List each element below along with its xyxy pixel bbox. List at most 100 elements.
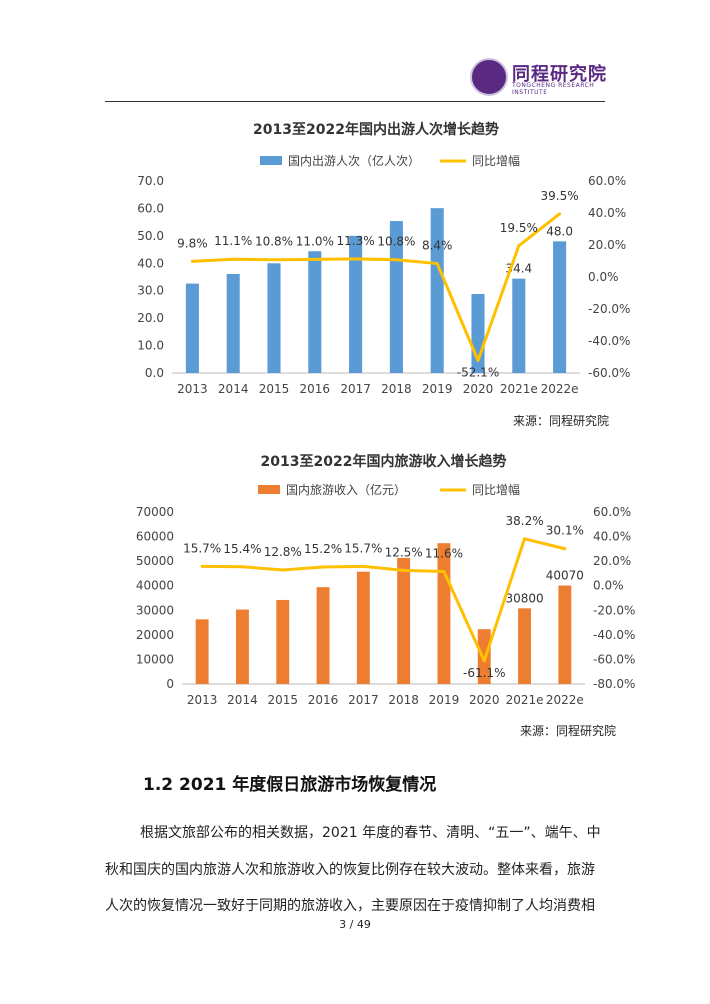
chart2-ytick-left: 60000 (136, 530, 174, 544)
chart1-growth-point (517, 244, 521, 248)
chart2-growth-label: 15.4% (223, 542, 261, 556)
chart2-legend: 国内旅游收入（亿元） 同比增幅 (258, 482, 520, 497)
chart2-bar (316, 587, 330, 684)
chart1-legend-bar-label: 国内出游人次（亿人次） (288, 153, 420, 168)
chart2-xtick: 2019 (429, 693, 460, 707)
chart1-growth-point (354, 257, 358, 261)
chart1-growth-label: 11.1% (214, 234, 252, 248)
chart2-growth-label: 15.2% (304, 542, 342, 556)
chart2-growth-point (523, 537, 527, 541)
chart2-ytick-left: 30000 (136, 603, 174, 617)
chart1-xtick: 2014 (218, 382, 249, 396)
paragraph-line-2: 秋和国庆的国内旅游人次和旅游收入的恢复比例存在较大波动。整体来看，旅游 (105, 862, 595, 878)
chart1-bar (349, 235, 363, 373)
chart2-ytick-right: 40.0% (593, 530, 631, 544)
chart2-bar (195, 619, 209, 684)
chart1-ytick-left: 50.0 (137, 229, 164, 243)
chart1-growth-label: 39.5% (541, 189, 579, 203)
chart2-title: 2013至2022年国内旅游收入增长趋势 (261, 453, 507, 470)
chart2-bar-label: 30800 (505, 591, 543, 605)
chart1-ytick-left: 40.0 (137, 256, 164, 270)
chart1-growth-label: 11.0% (296, 234, 334, 248)
chart2-growth-label: 38.2% (505, 514, 543, 528)
chart2-ytick-left: 10000 (136, 652, 174, 666)
chart2-legend-bar-swatch (258, 485, 280, 494)
chart2-growth-label: 15.7% (183, 541, 221, 555)
chart1-title: 2013至2022年国内出游人次增长趋势 (253, 121, 499, 138)
chart1-bar-label: 48.0 (546, 224, 573, 238)
chart2-ytick-right: 0.0% (593, 579, 624, 593)
chart2-ytick-left: 20000 (136, 628, 174, 642)
chart2-growth-point (281, 568, 285, 572)
page-number: 3 / 49 (339, 918, 371, 931)
chart1-xtick: 2015 (259, 382, 290, 396)
chart1-growth-point (558, 212, 562, 216)
chart2-ytick-left: 0 (166, 677, 174, 691)
chart2-bar-label: 40070 (546, 569, 584, 583)
chart1-legend-bar-swatch (260, 156, 282, 165)
chart1-xtick: 2016 (300, 382, 331, 396)
chart2-bar (558, 585, 572, 684)
chart1-bar (267, 263, 281, 373)
chart2-growth-line (202, 537, 566, 663)
chart2-bar (356, 571, 370, 684)
chart1-ytick-right: -20.0% (588, 302, 630, 316)
chart2-growth-label: 11.6% (425, 546, 463, 560)
chart1-xtick: 2013 (177, 382, 208, 396)
chart2-ytick-right: -20.0% (593, 603, 635, 617)
logo-text: 同程研究院 (512, 64, 607, 85)
chart1-growth-point (231, 257, 235, 261)
chart1-ytick-right: 60.0% (588, 174, 626, 188)
chart2-growth-point (442, 569, 446, 573)
chart2-xtick: 2020 (469, 693, 500, 707)
chart2-growth-point (402, 568, 406, 572)
chart2-bar (397, 557, 411, 684)
logo-subtitle: TONGCHENG RESEARCH INSTITUTE (512, 82, 595, 96)
chart2-ytick-right: -60.0% (593, 652, 635, 666)
chart1-growth-label: -52.1% (457, 365, 499, 379)
chart1-growth-point (435, 262, 439, 266)
chart2-bar (276, 599, 290, 684)
chart2-xtick: 2017 (348, 693, 379, 707)
chart2-ytick-left: 50000 (136, 554, 174, 568)
chart2-xtick: 2016 (308, 693, 339, 707)
chart1-growth-point (272, 258, 276, 262)
chart1-growth-label: 19.5% (500, 221, 538, 235)
chart1-xtick: 2021e (500, 382, 538, 396)
chart1-growth-label: 9.8% (177, 236, 208, 250)
chart2-bar (518, 608, 531, 684)
chart1-growth-label: 8.4% (422, 239, 453, 253)
chart1-growth-point (313, 257, 317, 261)
chart1-xtick: 2018 (381, 382, 412, 396)
chart2-ytick-right: -80.0% (593, 677, 635, 691)
chart1-xtick: 2017 (340, 382, 371, 396)
logo-emblem-icon (470, 58, 508, 96)
chart2-source: 来源：同程研究院 (520, 724, 617, 738)
chart2-xtick: 2018 (388, 693, 419, 707)
chart1-legend-line-label: 同比增幅 (472, 153, 520, 168)
chart2-growth-point (563, 547, 567, 551)
chart1-bar (430, 208, 444, 373)
chart2-growth-label: 30.1% (546, 524, 584, 538)
chart2-xtick: 2015 (267, 693, 298, 707)
chart1-growth-point (190, 259, 194, 263)
chart2-xtick: 2021e (506, 693, 544, 707)
chart1-ytick-right: -60.0% (588, 366, 630, 380)
chart1-growth-label: 10.8% (255, 235, 293, 249)
chart1-growth-point (476, 358, 480, 362)
chart1-ytick-left: 0.0 (145, 366, 164, 380)
chart2-xtick: 2013 (187, 693, 218, 707)
travelers-chart: 2013至2022年国内出游人次增长趋势国内出游人次（亿人次） 同比增幅 0.0 10… (100, 110, 640, 420)
chart1-ytick-left: 10.0 (137, 339, 164, 353)
chart2-growth-point (321, 565, 325, 569)
chart2-xtick: 2014 (227, 693, 258, 707)
chart1-ytick-right: -40.0% (588, 334, 630, 348)
chart2-xtick: 2022e (546, 693, 584, 707)
chart2-ytick-left: 40000 (136, 579, 174, 593)
chart1-source: 来源：同程研究院 (513, 414, 610, 428)
chart2-ytick-right: -40.0% (593, 628, 635, 642)
chart1-growth-label: 11.3% (337, 234, 375, 248)
paragraph-line-3: 人次的恢复情况一致好于同期的旅游收入，主要原因在于疫情抑制了人均消费相 (105, 898, 595, 914)
